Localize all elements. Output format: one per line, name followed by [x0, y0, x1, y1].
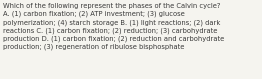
Text: Which of the following represent the phases of the Calvin cycle?
A. (1) carbon f: Which of the following represent the pha… [3, 3, 224, 50]
